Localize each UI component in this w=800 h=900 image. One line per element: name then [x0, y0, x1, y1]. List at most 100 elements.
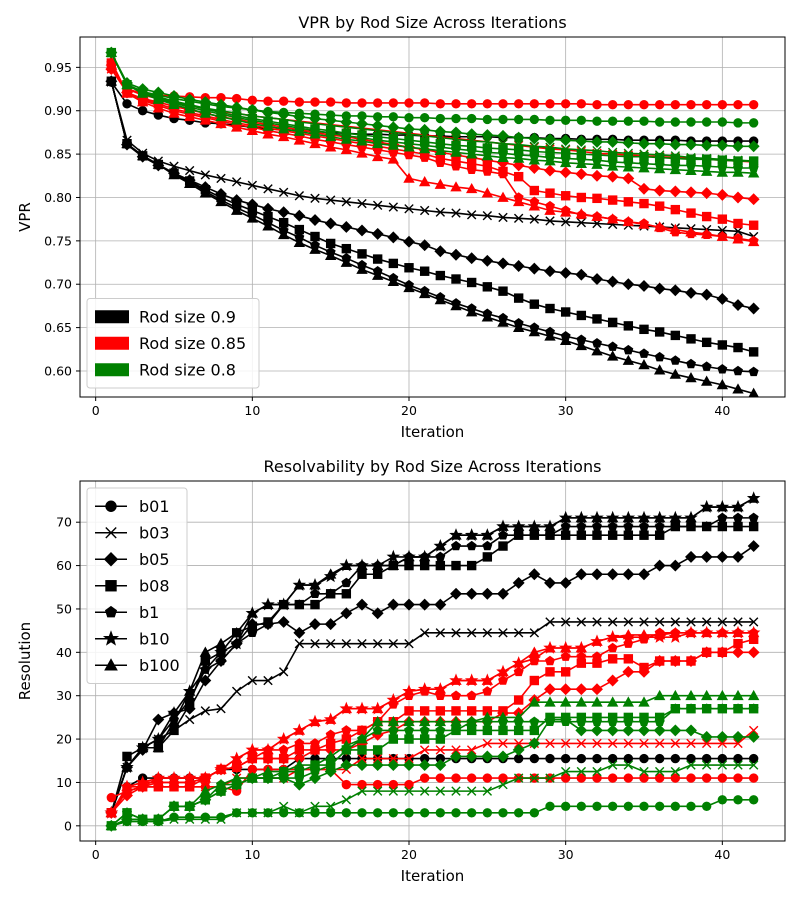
data-point: [247, 753, 258, 763]
data-point: [747, 626, 760, 638]
data-point: [559, 683, 572, 696]
data-point: [451, 99, 461, 109]
data-point: [670, 521, 681, 531]
data-point: [732, 550, 744, 563]
data-point: [701, 521, 712, 531]
data-point: [229, 636, 244, 650]
data-point: [169, 725, 179, 736]
data-point: [497, 587, 509, 600]
data-point: [639, 801, 649, 812]
data-point: [310, 738, 320, 748]
series-b100-triangle: [105, 492, 760, 818]
data-point: [450, 248, 462, 261]
data-point: [700, 501, 713, 512]
data-point: [748, 760, 759, 770]
data-point: [669, 284, 682, 297]
data-point: [371, 227, 384, 240]
data-point: [168, 98, 180, 110]
data-point: [356, 135, 368, 146]
x-tick-label: 40: [714, 847, 730, 862]
data-point: [465, 587, 478, 600]
data-point: [387, 121, 400, 134]
data-point: [216, 814, 226, 825]
data-point: [184, 165, 195, 176]
data-point: [325, 238, 336, 249]
data-point: [559, 166, 572, 179]
data-point: [733, 118, 743, 128]
y-tick-label: 0.60: [44, 363, 72, 378]
data-point: [277, 123, 290, 134]
data-point: [215, 763, 227, 774]
data-point: [451, 690, 461, 700]
data-point: [576, 217, 587, 228]
data-point: [404, 786, 414, 796]
data-point: [732, 299, 744, 312]
data-point: [513, 628, 524, 638]
data-point: [654, 738, 665, 749]
data-point: [168, 169, 180, 180]
data-point: [653, 364, 666, 375]
data-point: [419, 560, 430, 571]
data-point: [341, 725, 352, 735]
data-point: [529, 753, 540, 764]
data-point: [450, 181, 462, 192]
data-point: [653, 689, 666, 701]
data-point: [748, 220, 759, 230]
chart-title: Resolvability by Rod Size Across Iterati…: [264, 457, 602, 476]
data-point: [529, 99, 540, 109]
data-point: [294, 97, 305, 107]
data-point: [654, 716, 665, 726]
data-point: [529, 725, 540, 736]
data-point: [686, 801, 696, 812]
data-point: [686, 703, 696, 713]
data-point: [388, 112, 399, 122]
data-point: [686, 521, 696, 531]
data-point: [231, 686, 242, 697]
data-point: [700, 626, 713, 638]
data-point: [216, 704, 226, 714]
data-point: [700, 228, 713, 239]
data-point: [246, 124, 259, 136]
data-point: [340, 559, 353, 570]
data-point: [435, 706, 446, 716]
data-point: [748, 347, 759, 357]
data-point: [732, 689, 744, 701]
x-tick-label: 20: [401, 403, 417, 418]
data-point: [700, 730, 713, 743]
data-point: [639, 716, 649, 726]
data-point: [418, 683, 431, 694]
data-point: [451, 786, 461, 796]
data-point: [357, 198, 367, 209]
data-point: [528, 262, 541, 275]
data-point: [513, 808, 524, 818]
x-axis-label: Iteration: [401, 867, 465, 885]
data-point: [372, 98, 383, 108]
data-point: [498, 808, 508, 818]
data-point: [121, 806, 133, 818]
data-point: [607, 195, 618, 205]
data-point: [576, 530, 587, 540]
data-point: [591, 158, 603, 169]
data-point: [325, 588, 336, 599]
data-point: [748, 703, 759, 713]
data-point: [701, 361, 712, 371]
data-point: [717, 512, 728, 523]
data-point: [606, 696, 619, 707]
data-point: [638, 359, 650, 370]
data-point: [670, 355, 681, 365]
data-point: [371, 559, 384, 570]
data-point: [105, 55, 118, 66]
data-point: [701, 738, 712, 749]
data-point: [404, 98, 414, 108]
data-point: [701, 617, 712, 627]
data-point: [686, 208, 696, 218]
data-point: [733, 218, 743, 229]
data-point: [732, 140, 744, 153]
data-point: [340, 702, 353, 714]
data-point: [748, 118, 759, 128]
data-point: [528, 132, 541, 145]
data-point: [309, 214, 321, 226]
data-point: [700, 550, 713, 563]
data-point: [137, 106, 148, 116]
data-point: [263, 184, 273, 194]
